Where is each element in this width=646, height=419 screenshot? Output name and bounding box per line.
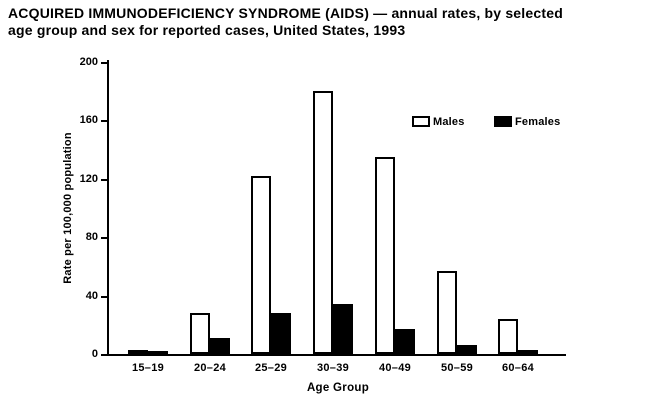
legend-label-females: Females	[515, 116, 561, 128]
legend-swatch-males	[412, 116, 430, 127]
bar-males-50-59	[437, 271, 457, 354]
x-label-20-24: 20–24	[193, 362, 227, 374]
x-label-50-59: 50–59	[440, 362, 474, 374]
legend-label-males: Males	[433, 116, 465, 128]
chart-title-line2: age group and sex for reported cases, Un…	[8, 22, 406, 38]
chart-title: ACQUIRED IMMUNODEFICIENCY SYNDROME (AIDS…	[8, 5, 642, 39]
y-tick-200	[101, 62, 107, 64]
y-tick-label-80: 80	[85, 231, 98, 244]
x-label-15-19: 15–19	[131, 362, 165, 374]
y-tick-label-160: 160	[79, 114, 98, 127]
y-axis-line	[107, 60, 109, 356]
y-axis-title: Rate per 100,000 population	[62, 132, 74, 284]
bar-females-50-59	[457, 345, 477, 354]
x-label-40-49: 40–49	[378, 362, 412, 374]
bar-males-25-29	[251, 176, 271, 354]
x-axis-title: Age Group	[306, 382, 370, 394]
x-label-60-64: 60–64	[501, 362, 535, 374]
y-tick-160	[101, 120, 107, 123]
y-tick-120	[101, 178, 107, 181]
y-tick-40	[101, 295, 107, 298]
bar-males-30-39	[313, 91, 333, 354]
bar-females-15-19	[148, 351, 168, 355]
y-tick-label-0: 0	[91, 348, 98, 360]
y-tick-0	[101, 354, 107, 356]
y-tick-80	[101, 237, 107, 240]
bar-females-40-49	[395, 329, 415, 354]
x-axis-line	[107, 354, 566, 356]
bar-males-20-24	[190, 313, 210, 354]
bar-males-15-19	[128, 350, 148, 354]
bar-females-25-29	[271, 313, 291, 354]
bar-males-60-64	[498, 319, 518, 354]
legend-swatch-females	[494, 116, 512, 127]
bar-females-60-64	[518, 350, 538, 354]
x-label-25-29: 25–29	[254, 362, 288, 374]
y-tick-label-200: 200	[79, 56, 98, 68]
y-tick-label-40: 40	[85, 289, 98, 302]
chart-title-line1: ACQUIRED IMMUNODEFICIENCY SYNDROME (AIDS…	[8, 5, 563, 21]
bar-males-40-49	[375, 157, 395, 354]
y-tick-label-120: 120	[79, 172, 98, 185]
bar-females-30-39	[333, 304, 353, 354]
x-label-30-39: 30–39	[316, 362, 350, 374]
bar-females-20-24	[210, 338, 230, 354]
